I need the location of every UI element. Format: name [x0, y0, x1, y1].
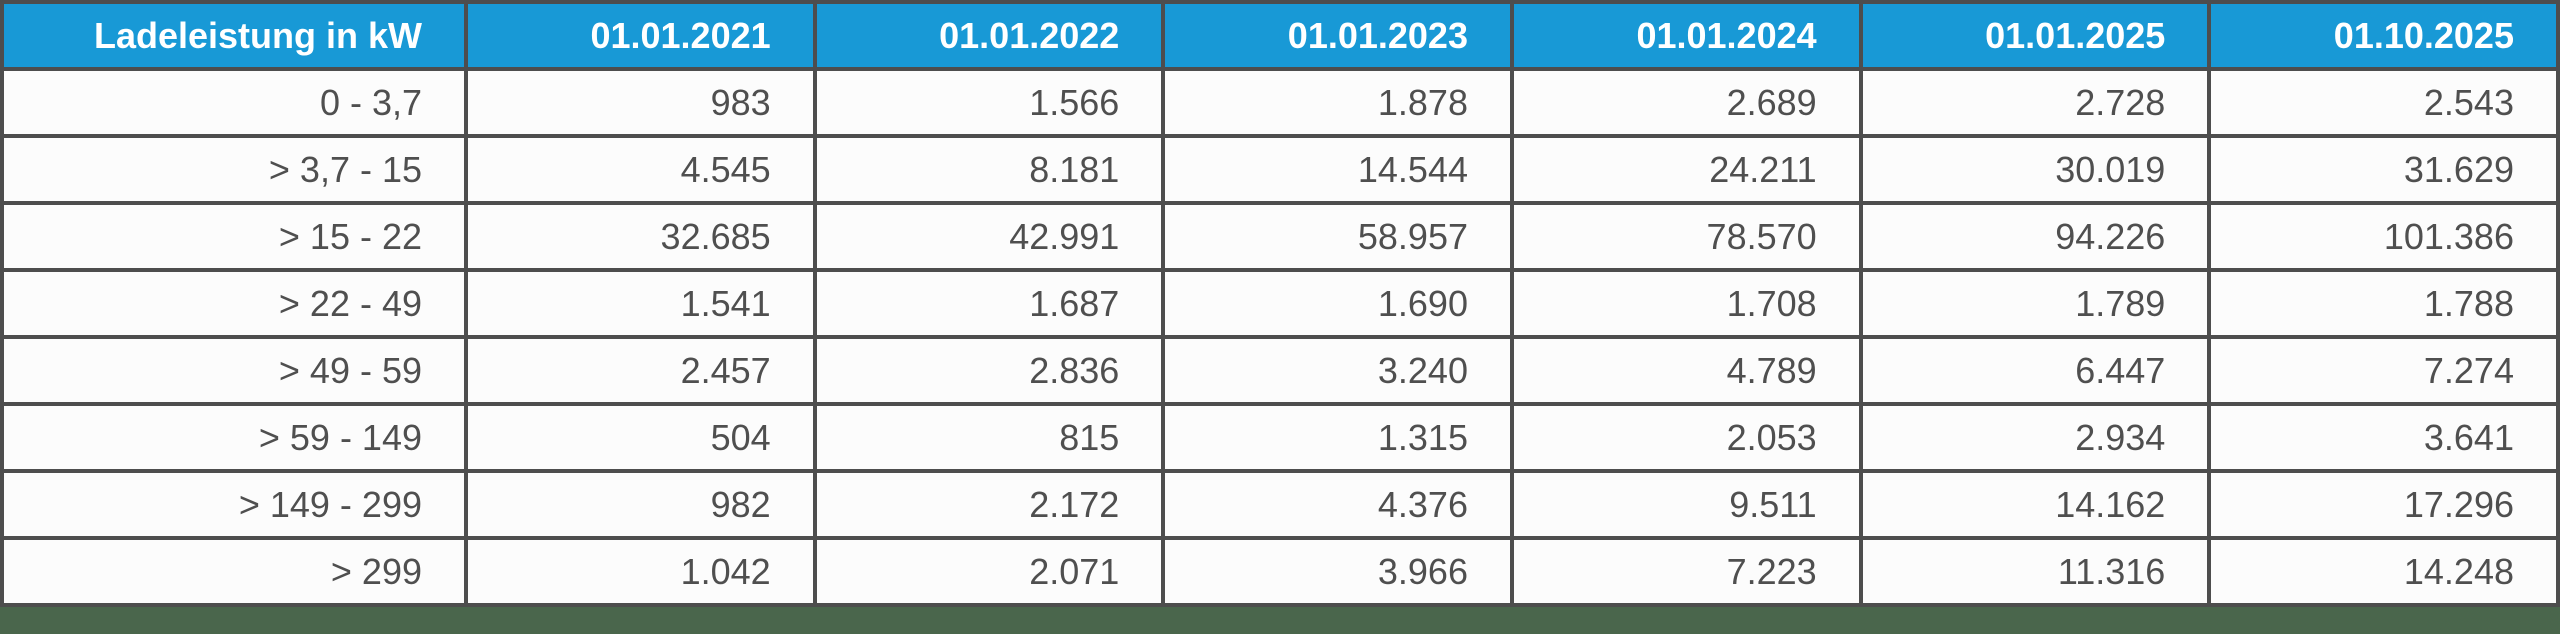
header-cell-date: 01.01.2021	[468, 4, 813, 67]
value-cell: 1.541	[468, 272, 813, 335]
value-cell: 42.991	[816, 205, 1162, 268]
value-cell: 58.957	[1165, 205, 1510, 268]
value-cell: 2.836	[816, 339, 1162, 402]
value-cell: 2.543	[2211, 71, 2556, 134]
value-cell: 2.053	[1513, 406, 1859, 469]
row-label-cell: 0 - 3,7	[4, 71, 464, 134]
value-cell: 982	[468, 473, 813, 536]
value-cell: 14.162	[1862, 473, 2208, 536]
value-cell: 1.789	[1862, 272, 2208, 335]
header-cell-date: 01.10.2025	[2211, 4, 2556, 67]
value-cell: 2.934	[1862, 406, 2208, 469]
value-cell: 3.641	[2211, 406, 2556, 469]
value-cell: 3.240	[1165, 339, 1510, 402]
value-cell: 6.447	[1862, 339, 2208, 402]
charging-power-table: Ladeleistung in kW 01.01.2021 01.01.2022 01…	[0, 0, 2560, 607]
row-label-cell: > 299	[4, 540, 464, 603]
header-cell-date: 01.01.2022	[816, 4, 1162, 67]
value-cell: 24.211	[1513, 138, 1859, 201]
value-cell: 14.248	[2211, 540, 2556, 603]
value-cell: 2.728	[1862, 71, 2208, 134]
value-cell: 94.226	[1862, 205, 2208, 268]
value-cell: 2.172	[816, 473, 1162, 536]
value-cell: 30.019	[1862, 138, 2208, 201]
value-cell: 1.042	[468, 540, 813, 603]
value-cell: 983	[468, 71, 813, 134]
value-cell: 101.386	[2211, 205, 2556, 268]
header-cell-label: Ladeleistung in kW	[4, 4, 464, 67]
value-cell: 7.274	[2211, 339, 2556, 402]
value-cell: 9.511	[1513, 473, 1859, 536]
value-cell: 11.316	[1862, 540, 2208, 603]
value-cell: 1.687	[816, 272, 1162, 335]
header-cell-date: 01.01.2023	[1165, 4, 1510, 67]
value-cell: 4.545	[468, 138, 813, 201]
row-label-cell: > 3,7 - 15	[4, 138, 464, 201]
value-cell: 2.689	[1513, 71, 1859, 134]
row-label-cell: > 49 - 59	[4, 339, 464, 402]
header-cell-date: 01.01.2024	[1513, 4, 1859, 67]
value-cell: 1.315	[1165, 406, 1510, 469]
row-label-cell: > 15 - 22	[4, 205, 464, 268]
row-label-cell: > 22 - 49	[4, 272, 464, 335]
row-label-cell: > 149 - 299	[4, 473, 464, 536]
value-cell: 2.071	[816, 540, 1162, 603]
value-cell: 4.376	[1165, 473, 1510, 536]
value-cell: 1.566	[816, 71, 1162, 134]
value-cell: 8.181	[816, 138, 1162, 201]
row-label-cell: > 59 - 149	[4, 406, 464, 469]
value-cell: 78.570	[1513, 205, 1859, 268]
value-cell: 1.878	[1165, 71, 1510, 134]
value-cell: 4.789	[1513, 339, 1859, 402]
value-cell: 32.685	[468, 205, 813, 268]
value-cell: 2.457	[468, 339, 813, 402]
value-cell: 14.544	[1165, 138, 1510, 201]
value-cell: 1.788	[2211, 272, 2556, 335]
header-cell-date: 01.01.2025	[1862, 4, 2208, 67]
value-cell: 3.966	[1165, 540, 1510, 603]
value-cell: 31.629	[2211, 138, 2556, 201]
value-cell: 815	[816, 406, 1162, 469]
value-cell: 7.223	[1513, 540, 1859, 603]
value-cell: 17.296	[2211, 473, 2556, 536]
footer-bar	[0, 607, 2560, 634]
value-cell: 1.690	[1165, 272, 1510, 335]
value-cell: 504	[468, 406, 813, 469]
value-cell: 1.708	[1513, 272, 1859, 335]
